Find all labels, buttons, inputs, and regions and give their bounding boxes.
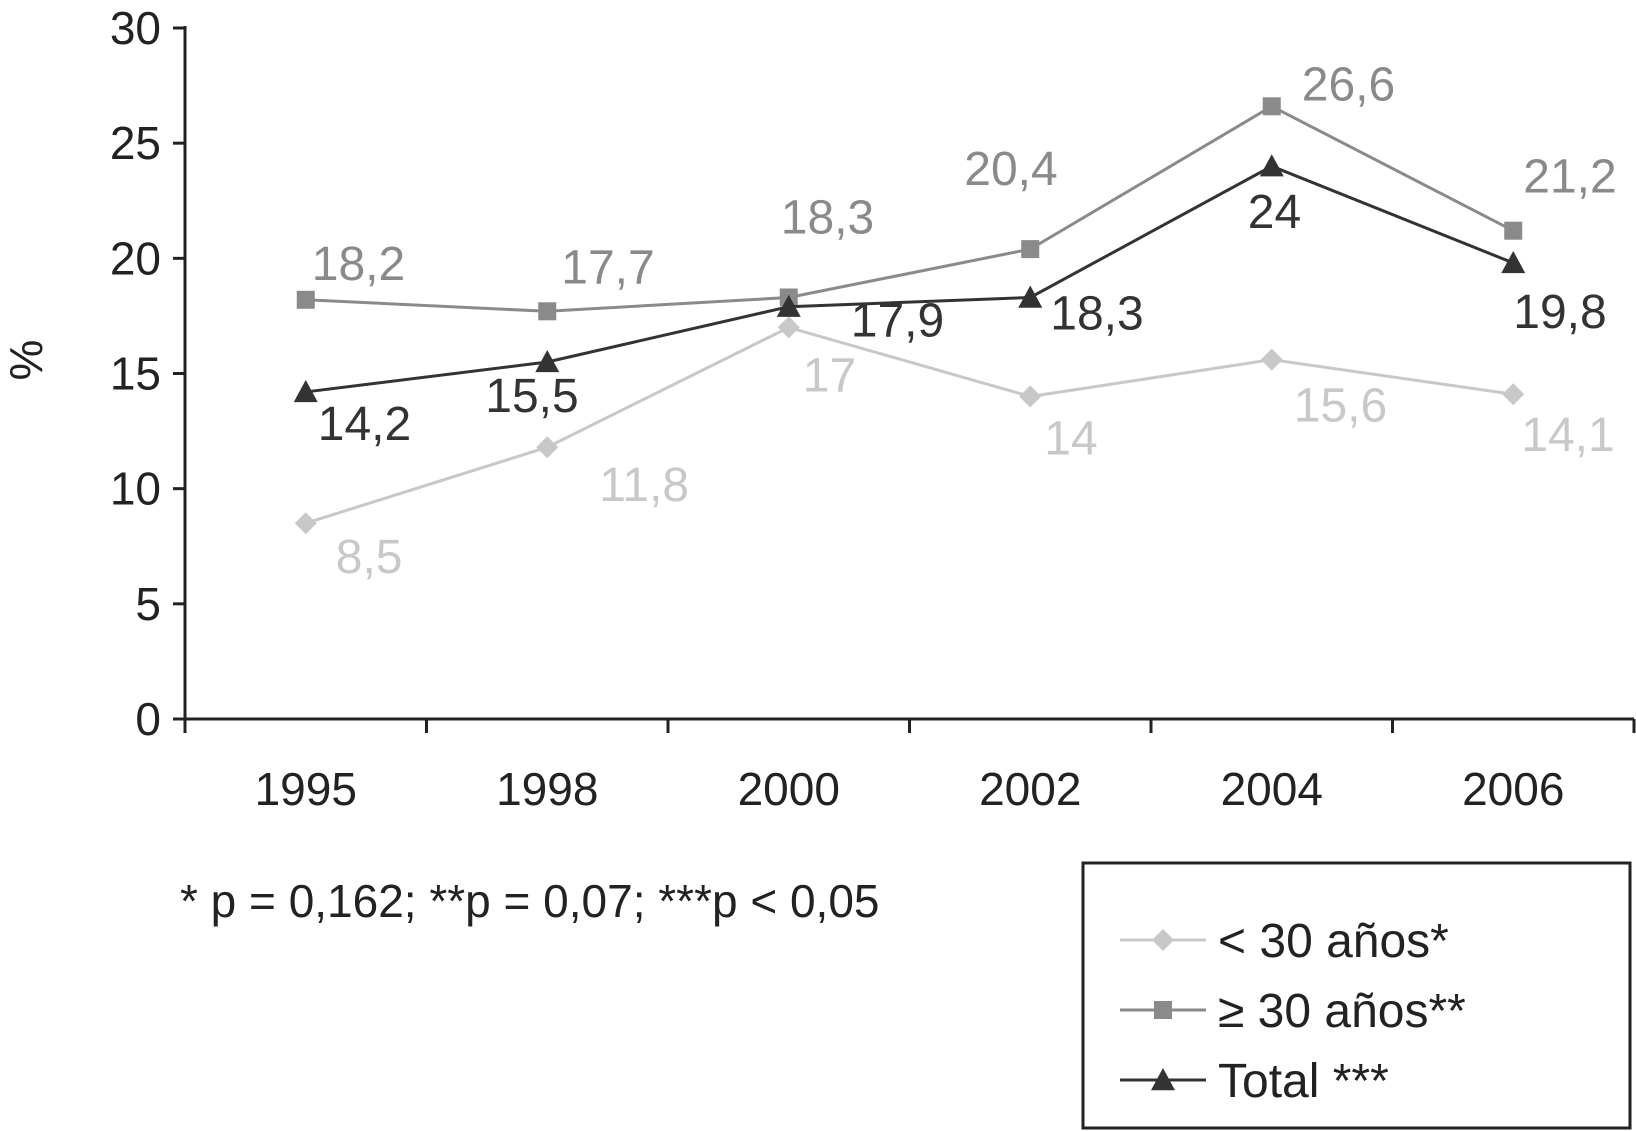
x-tick-label: 1998	[496, 763, 598, 815]
data-label-over-30: 20,4	[964, 143, 1057, 196]
data-label-over-30: 17,7	[561, 241, 654, 294]
y-tick-label: 10	[110, 463, 161, 515]
legend-marker-total	[1151, 1068, 1175, 1091]
data-label-total: 19,8	[1513, 286, 1606, 339]
significance-note: * p = 0,162; **p = 0,07; ***p < 0,05	[180, 875, 880, 927]
legend-marker-under-30	[1152, 929, 1174, 951]
data-labels: 8,5 11,8 17 14 15,6 14,1 18,2 17,7 18,3 20,4 26,6 2…	[312, 58, 1617, 584]
y-axis-label: %	[0, 340, 52, 381]
x-tick-label: 2004	[1221, 763, 1323, 815]
series-total	[293, 154, 1526, 403]
legend-label-under-30: < 30 años*	[1218, 915, 1449, 968]
data-point-under-30	[1260, 348, 1283, 371]
series-line-under-30	[305, 325, 1514, 525]
data-label-total: 14,2	[318, 398, 411, 451]
data-point-under-30	[1502, 383, 1525, 406]
x-tick-label: 2000	[738, 763, 840, 815]
data-point-under-30	[536, 436, 559, 459]
data-point-total	[535, 349, 560, 373]
data-label-under-30: 17	[803, 349, 856, 402]
series-line-over-30	[305, 104, 1514, 313]
axes: 0 5 10 15 20 25 30 1995 1998 2000 2002 2004 2006	[110, 2, 1636, 815]
y-tick-label: 5	[135, 578, 161, 630]
x-tick-label: 1995	[255, 763, 357, 815]
data-label-under-30: 15,6	[1294, 380, 1387, 433]
y-tick-label: 0	[135, 693, 161, 745]
x-tick-label: 2006	[1462, 763, 1564, 815]
data-point-over-30	[1021, 240, 1040, 259]
data-label-under-30: 14,1	[1521, 409, 1614, 462]
data-point-under-30	[294, 512, 317, 535]
y-tick-label: 15	[110, 348, 161, 400]
data-label-over-30: 21,2	[1523, 151, 1616, 204]
data-label-over-30: 18,3	[781, 191, 874, 244]
data-point-under-30	[777, 316, 800, 339]
y-tick-label: 25	[110, 117, 161, 169]
data-point-over-30	[538, 302, 557, 321]
data-label-total: 18,3	[1050, 287, 1143, 340]
series-line-total	[305, 164, 1514, 394]
data-point-total	[293, 379, 318, 403]
data-label-over-30: 26,6	[1302, 58, 1395, 111]
data-label-under-30: 11,8	[599, 459, 689, 512]
series-over-30	[296, 97, 1523, 321]
legend-marker-over-30	[1154, 1001, 1172, 1019]
data-label-total: 17,9	[851, 295, 944, 348]
data-point-over-30	[1504, 221, 1523, 240]
legend-label-total: Total ***	[1218, 1055, 1389, 1108]
data-label-under-30: 8,5	[336, 531, 403, 584]
series-under-30	[294, 316, 1525, 535]
data-point-total	[1259, 154, 1284, 177]
data-point-total	[776, 294, 801, 317]
data-point-over-30	[1262, 97, 1281, 116]
legend: < 30 años* ≥ 30 años** Total ***	[1081, 861, 1632, 1130]
data-point-under-30	[1019, 385, 1042, 408]
x-tick-label: 2002	[979, 763, 1081, 815]
y-tick-label: 30	[110, 2, 161, 54]
data-label-over-30: 18,2	[312, 238, 405, 291]
series-layer	[293, 97, 1526, 535]
data-point-total	[1501, 250, 1526, 274]
y-tick-label: 20	[110, 232, 161, 284]
legend-label-over-30: ≥ 30 años**	[1218, 985, 1466, 1038]
data-point-total	[1018, 285, 1043, 308]
data-label-total: 24	[1248, 186, 1301, 239]
data-label-total: 15,5	[485, 370, 578, 423]
data-label-under-30: 14	[1044, 413, 1097, 466]
data-point-over-30	[296, 290, 315, 309]
